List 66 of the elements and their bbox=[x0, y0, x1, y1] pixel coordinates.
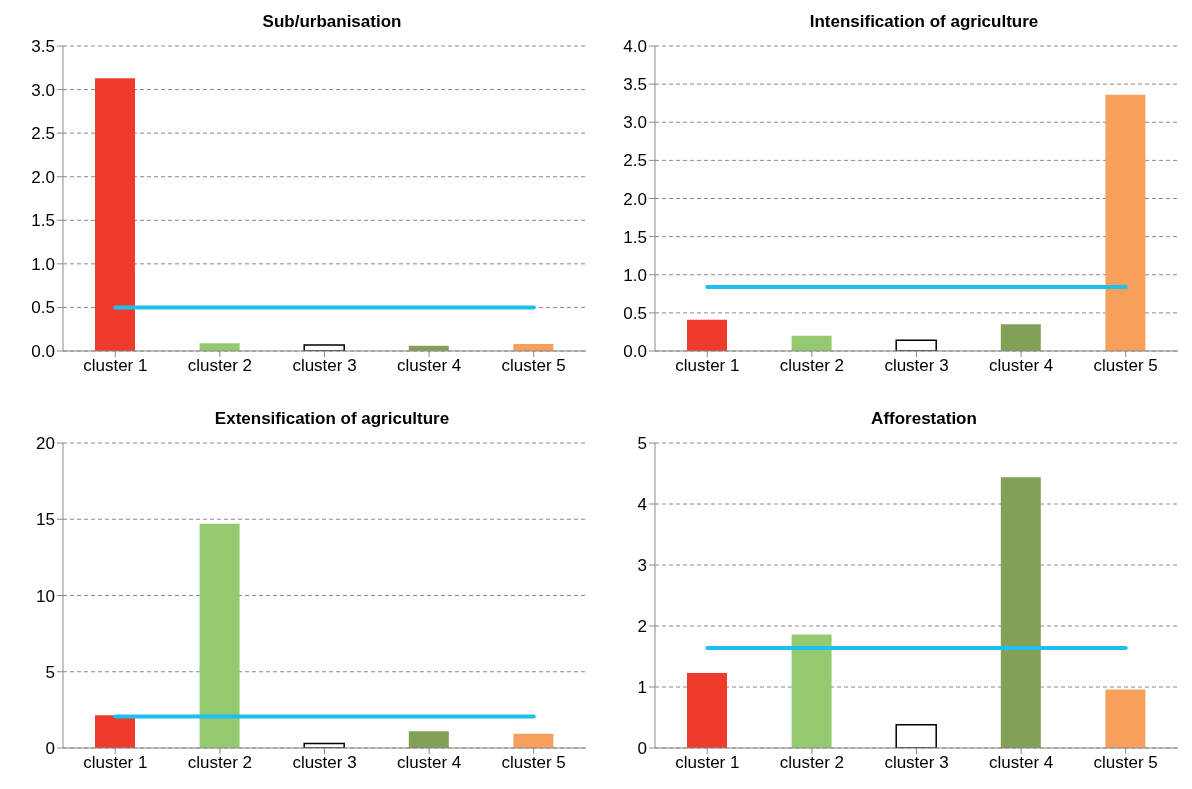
y-tick-label: 1.5 bbox=[31, 211, 55, 231]
x-tick-label: cluster 3 bbox=[884, 753, 949, 773]
y-tick-label: 0 bbox=[637, 739, 647, 759]
y-tick-label: 3 bbox=[637, 556, 647, 576]
x-tick-label: cluster 5 bbox=[501, 753, 566, 773]
y-tick-label: 3.0 bbox=[623, 113, 647, 133]
bar bbox=[1000, 477, 1041, 748]
y-tick-label: 20 bbox=[36, 434, 55, 454]
x-tick-label: cluster 3 bbox=[292, 356, 357, 376]
x-tick-label: cluster 2 bbox=[187, 356, 253, 376]
y-tick-label: 3.5 bbox=[31, 37, 55, 57]
x-tick-label: cluster 5 bbox=[1093, 356, 1158, 376]
y-tick-label: 2 bbox=[637, 617, 647, 637]
y-tick-label: 15 bbox=[36, 510, 55, 530]
y-tick-label: 3.0 bbox=[31, 80, 55, 100]
bar bbox=[791, 634, 832, 748]
y-tick-label: 1 bbox=[637, 678, 647, 698]
x-tick-label: cluster 3 bbox=[292, 753, 357, 773]
x-tick-label: cluster 1 bbox=[83, 753, 148, 773]
x-tick-label: cluster 1 bbox=[675, 753, 740, 773]
chart-title: Intensification of agriculture bbox=[808, 11, 1040, 33]
y-tick-label: 0 bbox=[45, 739, 55, 759]
bar bbox=[199, 523, 240, 748]
y-tick-label: 10 bbox=[36, 586, 55, 606]
y-tick-label: 5 bbox=[45, 662, 55, 682]
y-tick-label: 4 bbox=[637, 495, 647, 515]
y-tick-label: 1.5 bbox=[623, 227, 647, 247]
bar bbox=[513, 733, 554, 748]
x-tick-label: cluster 4 bbox=[988, 356, 1054, 376]
chart-title: Afforestation bbox=[870, 408, 978, 430]
y-tick-label: 1.0 bbox=[31, 254, 55, 274]
bar bbox=[95, 715, 135, 748]
y-tick-label: 0.0 bbox=[31, 342, 55, 362]
y-tick-label: 2.5 bbox=[31, 124, 55, 144]
x-tick-label: cluster 1 bbox=[83, 356, 148, 376]
y-tick-label: 2.0 bbox=[623, 189, 647, 209]
y-tick-label: 2.0 bbox=[31, 167, 55, 187]
bar bbox=[1105, 94, 1146, 351]
x-tick-label: cluster 3 bbox=[884, 356, 949, 376]
x-tick-label: cluster 4 bbox=[988, 753, 1054, 773]
bar bbox=[895, 724, 937, 748]
bar bbox=[1105, 689, 1146, 748]
chart-title: Sub/urbanisation bbox=[261, 11, 403, 33]
chart-title: Extensification of agriculture bbox=[213, 408, 451, 430]
x-tick-label: cluster 2 bbox=[187, 753, 253, 773]
bar bbox=[687, 672, 727, 748]
y-tick-label: 5 bbox=[637, 434, 647, 454]
x-tick-label: cluster 2 bbox=[779, 753, 845, 773]
y-tick-label: 2.5 bbox=[623, 151, 647, 171]
bar bbox=[408, 731, 449, 748]
bar bbox=[791, 335, 832, 351]
y-tick-label: 0.0 bbox=[623, 342, 647, 362]
x-tick-label: cluster 4 bbox=[396, 356, 462, 376]
x-tick-label: cluster 2 bbox=[779, 356, 845, 376]
bar bbox=[95, 78, 135, 351]
x-tick-label: cluster 4 bbox=[396, 753, 462, 773]
x-tick-label: cluster 5 bbox=[501, 356, 566, 376]
y-tick-label: 4.0 bbox=[623, 37, 647, 57]
x-tick-label: cluster 1 bbox=[675, 356, 740, 376]
bar bbox=[687, 319, 727, 351]
y-tick-label: 1.0 bbox=[623, 265, 647, 285]
y-tick-label: 0.5 bbox=[623, 303, 647, 323]
y-tick-label: 3.5 bbox=[623, 75, 647, 95]
bar bbox=[1000, 324, 1041, 351]
y-tick-label: 0.5 bbox=[31, 298, 55, 318]
x-tick-label: cluster 5 bbox=[1093, 753, 1158, 773]
